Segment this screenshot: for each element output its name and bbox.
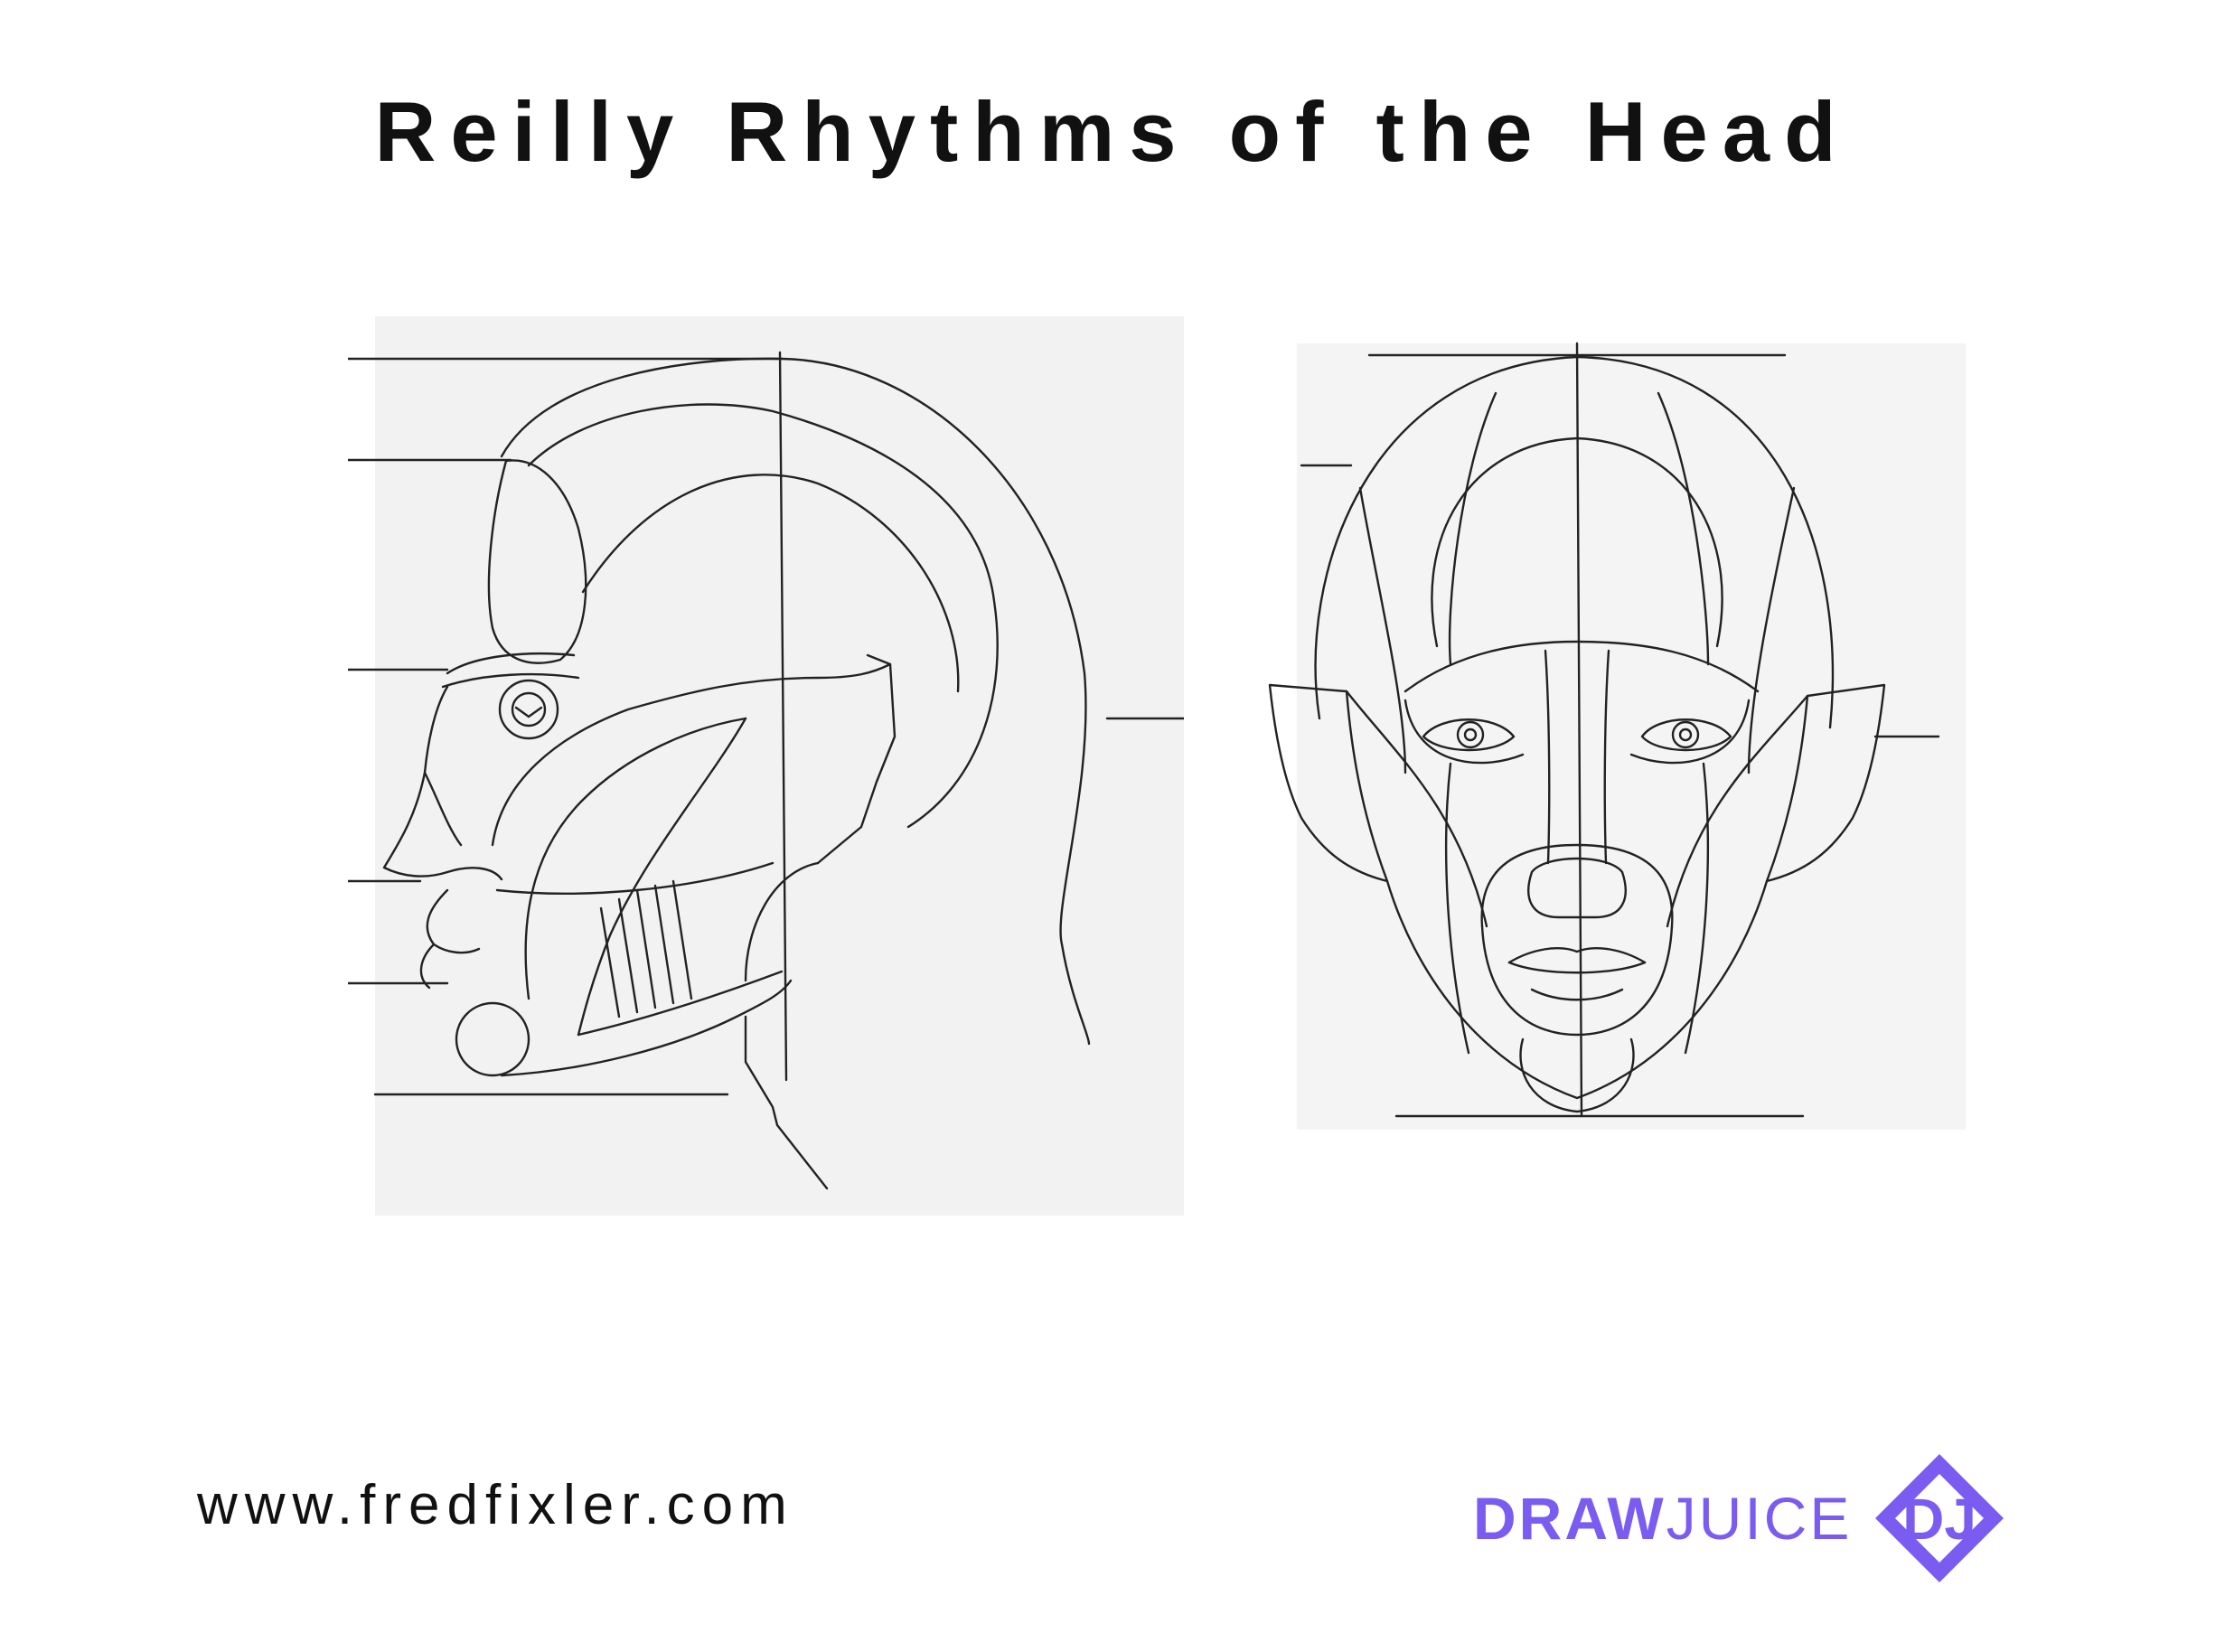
logo-letters: DJ [1902, 1487, 1976, 1552]
brand-juice-text: JUICE [1666, 1485, 1853, 1552]
brand-draw-text: DRAW [1473, 1485, 1666, 1552]
drawjuice-brand: DRAW JUICE DJ [1473, 1454, 2007, 1582]
head-front-sketch [1261, 339, 1975, 1134]
website-url: www.fredfixler.com [197, 1474, 794, 1536]
dj-logo-icon: DJ [1875, 1454, 2004, 1582]
page-title: Reilly Rhythms of the Head [374, 84, 1851, 179]
head-profile-sketch [348, 312, 1184, 1216]
